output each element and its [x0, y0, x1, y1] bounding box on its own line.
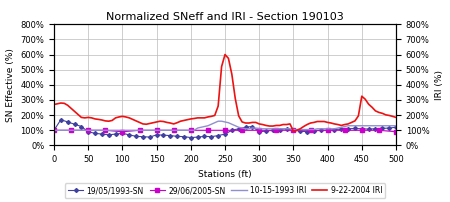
29/06/2005-SN: [154, 129, 159, 132]
Title: Normalized SNeff and IRI - Section 190103: Normalized SNeff and IRI - Section 19010…: [106, 12, 344, 22]
29/06/2005-SN: [376, 129, 382, 132]
19/05/1993-SN: [393, 126, 399, 128]
19/05/1993-SN: [167, 134, 173, 137]
29/06/2005-SN: [393, 130, 399, 133]
10-15-1993 IRI: [260, 128, 265, 130]
29/06/2005-SN: [171, 129, 176, 132]
Line: 10-15-1993 IRI: 10-15-1993 IRI: [54, 121, 396, 130]
19/05/1993-SN: [311, 130, 317, 132]
29/06/2005-SN: [120, 130, 125, 133]
19/05/1993-SN: [58, 118, 63, 121]
29/06/2005-SN: [137, 129, 142, 132]
9-22-2004 IRI: [297, 128, 303, 130]
10-15-1993 IRI: [137, 129, 142, 132]
Line: 29/06/2005-SN: 29/06/2005-SN: [52, 128, 398, 134]
29/06/2005-SN: [222, 129, 228, 132]
29/06/2005-SN: [308, 129, 313, 132]
29/06/2005-SN: [291, 129, 296, 132]
9-22-2004 IRI: [51, 103, 57, 106]
Legend: 19/05/1993-SN, 29/06/2005-SN, 10-15-1993 IRI, 9-22-2004 IRI: 19/05/1993-SN, 29/06/2005-SN, 10-15-1993…: [65, 183, 385, 198]
10-15-1993 IRI: [209, 123, 214, 125]
9-22-2004 IRI: [315, 120, 320, 123]
Y-axis label: SN Effective (%): SN Effective (%): [6, 48, 15, 122]
9-22-2004 IRI: [209, 115, 214, 118]
9-22-2004 IRI: [75, 113, 81, 116]
29/06/2005-SN: [239, 129, 245, 132]
29/06/2005-SN: [68, 129, 74, 132]
29/06/2005-SN: [274, 129, 279, 132]
Line: 9-22-2004 IRI: 9-22-2004 IRI: [54, 55, 396, 131]
9-22-2004 IRI: [291, 130, 296, 132]
9-22-2004 IRI: [137, 121, 142, 124]
29/06/2005-SN: [359, 129, 364, 132]
10-15-1993 IRI: [393, 124, 399, 127]
X-axis label: Stations (ft): Stations (ft): [198, 170, 252, 179]
10-15-1993 IRI: [216, 120, 221, 122]
29/06/2005-SN: [325, 129, 330, 132]
19/05/1993-SN: [291, 129, 296, 132]
29/06/2005-SN: [342, 129, 347, 132]
Y-axis label: IRI (%): IRI (%): [435, 70, 444, 100]
19/05/1993-SN: [188, 136, 194, 139]
10-15-1993 IRI: [75, 129, 81, 132]
29/06/2005-SN: [188, 129, 194, 132]
9-22-2004 IRI: [260, 123, 265, 126]
10-15-1993 IRI: [294, 128, 300, 131]
19/05/1993-SN: [161, 134, 166, 136]
29/06/2005-SN: [86, 129, 91, 132]
9-22-2004 IRI: [393, 116, 399, 119]
29/06/2005-SN: [103, 129, 108, 132]
19/05/1993-SN: [51, 129, 57, 132]
19/05/1993-SN: [133, 135, 139, 138]
10-15-1993 IRI: [51, 129, 57, 132]
29/06/2005-SN: [51, 129, 57, 132]
29/06/2005-SN: [205, 129, 211, 132]
19/05/1993-SN: [387, 127, 392, 129]
9-22-2004 IRI: [222, 53, 228, 56]
10-15-1993 IRI: [311, 128, 317, 131]
29/06/2005-SN: [256, 129, 262, 132]
Line: 19/05/1993-SN: 19/05/1993-SN: [53, 118, 397, 139]
